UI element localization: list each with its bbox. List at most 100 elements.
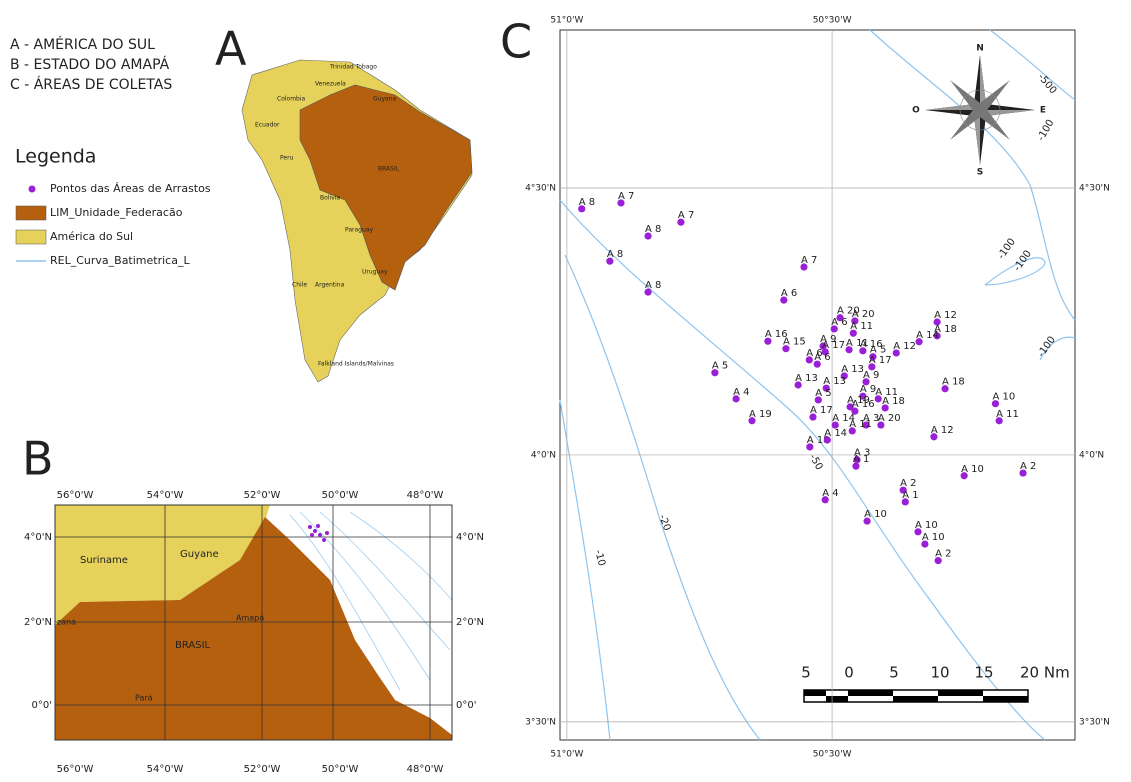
legend-title: Legenda xyxy=(15,146,96,168)
compass-letter: N xyxy=(976,44,984,54)
sampling-point xyxy=(892,349,900,357)
point-label: A 4 xyxy=(822,488,838,499)
sampling-point xyxy=(831,421,839,429)
point-label: A 6 xyxy=(831,317,847,328)
point-label: A 13 xyxy=(795,373,818,384)
sampling-point xyxy=(933,318,941,326)
point-label: A 15 xyxy=(783,337,806,348)
country-label: Paraguay xyxy=(345,227,373,234)
contour-label: -20 xyxy=(656,513,672,532)
sampling-point xyxy=(845,346,853,354)
caption: A - AMÉRICA DO SUL xyxy=(10,36,155,53)
point-label: A 14 xyxy=(824,428,847,439)
place-label: BRASIL xyxy=(175,640,211,651)
country-label: Venezuela xyxy=(315,81,346,88)
country-label: Trinidad Tobago xyxy=(329,64,377,71)
scale-label: 20 Nm xyxy=(1020,664,1070,682)
point-label: A 9 xyxy=(863,370,879,381)
country-label: Argentina xyxy=(315,282,345,289)
point-label: A 9 xyxy=(860,384,876,395)
sampling-point xyxy=(933,332,941,340)
point-label: A 7 xyxy=(678,210,694,221)
point-label: A 11 xyxy=(996,409,1019,420)
sampling-point xyxy=(809,413,817,421)
country-label: BRASIL xyxy=(378,166,400,173)
point-label: A 6 xyxy=(781,288,797,299)
sampling-point xyxy=(874,395,882,403)
point-label: A 2 xyxy=(1020,461,1036,472)
compass-letter: E xyxy=(1040,106,1046,116)
sampling-point xyxy=(853,456,861,464)
graticule xyxy=(55,505,452,740)
sampling-point xyxy=(859,392,867,400)
sampling-point xyxy=(578,205,586,213)
point-label: A 16 xyxy=(852,399,875,410)
point-label: A 19 xyxy=(749,409,772,420)
point-label: A 8 xyxy=(645,224,661,235)
point-label: A 11 xyxy=(846,338,869,349)
legend-entry: Pontos das Áreas de Arrastos xyxy=(50,182,211,195)
graticule-label: 2°0'N xyxy=(456,617,484,628)
place-label: Guyane xyxy=(180,549,219,560)
lat-label: 4°0'N xyxy=(1079,450,1104,460)
point-label: A 14 xyxy=(832,413,855,424)
guianas xyxy=(55,505,270,625)
point-label: A 16 xyxy=(765,329,788,340)
point-label: A 14 xyxy=(916,330,939,341)
sampling-point xyxy=(677,218,685,226)
sampling-point xyxy=(877,421,885,429)
country-label: Falkland Islands/Malvinas xyxy=(318,361,394,368)
point-label: A 4 xyxy=(733,387,749,398)
sampling-point xyxy=(711,369,719,377)
sampling-point xyxy=(780,296,788,304)
point-label: A 12 xyxy=(893,341,916,352)
caption: B - ESTADO DO AMAPÁ xyxy=(10,56,170,73)
graticule-label: 48°0'W xyxy=(407,490,444,501)
graticule-label: 52°0'W xyxy=(244,490,281,501)
lat-label: 4°30'N xyxy=(1079,184,1110,194)
map-frame xyxy=(54,504,453,741)
scale-label: 5 xyxy=(889,664,899,682)
point-label: A 7 xyxy=(801,255,817,266)
graticule-label: 50°0'W xyxy=(322,764,359,775)
point-label: A 3 xyxy=(854,448,870,459)
sampling-point xyxy=(805,356,813,364)
country-label: Guyana xyxy=(373,96,396,103)
graticule-label: 4°0'N xyxy=(456,532,484,543)
sampling-point xyxy=(800,263,808,271)
legend-symbol xyxy=(28,185,36,193)
point-label: A 19 xyxy=(847,395,870,406)
country-label: Uruguay xyxy=(362,269,388,276)
graticule-label: 50°0'W xyxy=(322,490,359,501)
contour-label: -10 xyxy=(592,549,607,568)
map-frame xyxy=(559,29,1076,741)
sampling-point xyxy=(764,337,772,345)
point-label: A 10 xyxy=(864,509,887,520)
sampling-point xyxy=(991,400,1000,408)
legend-entry: REL_Curva_Batimetrica_L xyxy=(50,254,190,267)
sampling-point xyxy=(862,421,870,429)
sampling-point xyxy=(899,486,907,494)
point-label: A 18 xyxy=(882,396,905,407)
point-label: A 6 xyxy=(814,352,830,363)
sampling-point xyxy=(836,314,844,322)
point-label: A 5 xyxy=(815,388,831,399)
scale-bar xyxy=(803,689,1029,703)
place-label: Amapá xyxy=(236,614,264,623)
legend-entry: LIM_Unidade_Federacão xyxy=(50,206,183,219)
sampling-point xyxy=(869,353,877,361)
point-label: A 2 xyxy=(935,549,951,560)
sampling-point xyxy=(960,472,968,480)
sampling-point xyxy=(823,436,831,444)
country-label: Peru xyxy=(280,155,294,162)
sampling-point xyxy=(914,528,922,536)
point-label: A 10 xyxy=(915,520,938,531)
point-label: A 13 xyxy=(823,376,846,387)
point-label: A 20 xyxy=(878,413,901,424)
sampling-point xyxy=(846,403,854,411)
lon-label: 50°30'W xyxy=(813,750,852,760)
sampling-point xyxy=(806,443,814,451)
graticule-label: 54°0'W xyxy=(147,764,184,775)
sampling-point xyxy=(881,404,889,412)
point-label: A 12 xyxy=(934,310,957,321)
